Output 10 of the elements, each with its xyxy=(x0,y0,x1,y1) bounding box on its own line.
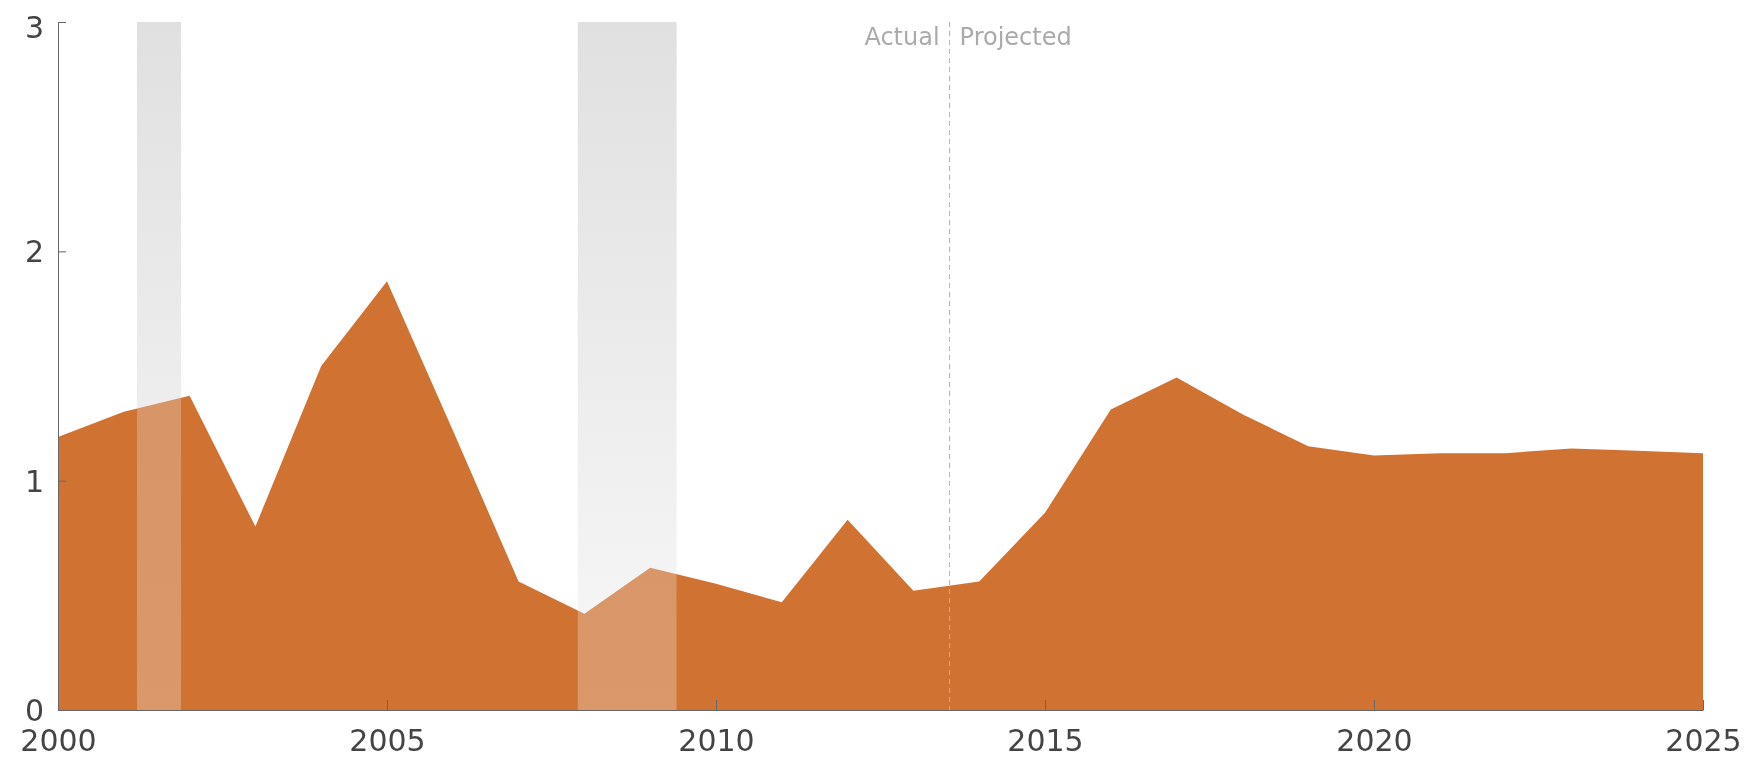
annotation: Projected xyxy=(959,23,1072,52)
y-tick-label: 2 xyxy=(24,234,44,270)
x-tick-label: 2015 xyxy=(1007,723,1084,758)
x-tick-label: 2025 xyxy=(1665,723,1742,758)
x-tick-label: 2005 xyxy=(349,723,426,758)
x-tick-label: 2010 xyxy=(678,723,755,758)
y-tick-label: 3 xyxy=(24,9,44,45)
x-tick-label: 2020 xyxy=(1336,723,1413,758)
y-tick-label: 1 xyxy=(24,463,44,499)
annotation: Actual xyxy=(864,23,940,52)
